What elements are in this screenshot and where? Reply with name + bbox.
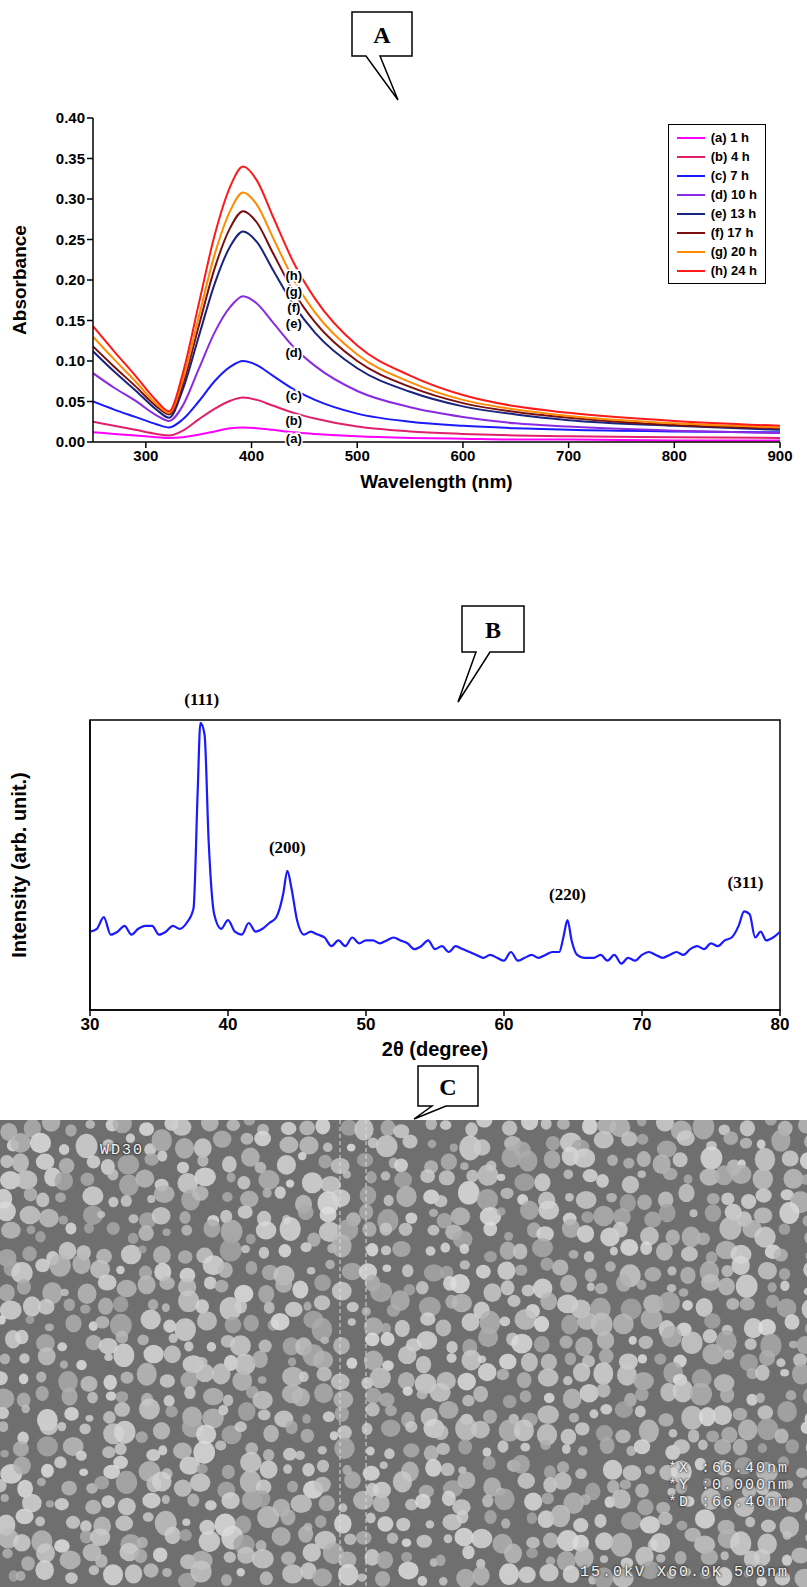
svg-text:30: 30 <box>81 1015 100 1034</box>
svg-text:Wavelength (nm): Wavelength (nm) <box>360 471 512 492</box>
svg-text:700: 700 <box>556 447 581 464</box>
svg-text:0.00: 0.00 <box>56 433 85 450</box>
svg-text:(e): (e) <box>286 316 302 331</box>
html-text:(b) 4 h: (b) 4 h <box>710 149 750 164</box>
svg-text:B: B <box>485 617 501 643</box>
svg-text:70: 70 <box>633 1015 652 1034</box>
svg-text:(d): (d) <box>286 345 303 360</box>
html-text:(c) 7 h: (c) 7 h <box>710 168 750 183</box>
svg-text:(b): (b) <box>286 413 303 428</box>
svg-text:60: 60 <box>495 1015 514 1034</box>
svg-text:80: 80 <box>771 1015 790 1034</box>
html-text:*Y :0.000nm: *Y :0.000nm <box>668 1477 789 1494</box>
svg-text:0.30: 0.30 <box>56 190 85 207</box>
svg-text:A: A <box>373 22 391 48</box>
svg-text:50: 50 <box>357 1015 376 1034</box>
html-text:(h) 24 h: (h) 24 h <box>710 263 757 278</box>
svg-text:0.10: 0.10 <box>56 352 85 369</box>
html-text:(d) 10 h: (d) 10 h <box>710 187 757 202</box>
svg-text:900: 900 <box>767 447 792 464</box>
svg-text:0.20: 0.20 <box>56 271 85 288</box>
svg-text:(f): (f) <box>287 300 300 315</box>
svg-text:2θ (degree): 2θ (degree) <box>382 1038 488 1060</box>
svg-text:Absorbance: Absorbance <box>9 225 30 335</box>
svg-text:40: 40 <box>219 1015 238 1034</box>
html-text:(f) 17 h: (f) 17 h <box>710 225 754 240</box>
html-text:(g) 20 h: (g) 20 h <box>710 244 757 259</box>
svg-text:400: 400 <box>239 447 264 464</box>
svg-text:(311): (311) <box>728 873 764 892</box>
svg-text:(220): (220) <box>549 885 586 904</box>
svg-text:(111): (111) <box>184 690 219 709</box>
html-text:*X :66.40nm: *X :66.40nm <box>668 1460 789 1477</box>
svg-text:800: 800 <box>662 447 687 464</box>
svg-text:0.35: 0.35 <box>56 150 85 167</box>
svg-text:(c): (c) <box>286 388 302 403</box>
svg-text:0.40: 0.40 <box>56 109 85 126</box>
svg-text:500: 500 <box>345 447 370 464</box>
svg-text:0.05: 0.05 <box>56 393 85 410</box>
svg-text:(a): (a) <box>286 431 302 446</box>
svg-text:0.25: 0.25 <box>56 231 85 248</box>
svg-text:300: 300 <box>133 447 158 464</box>
svg-text:C: C <box>439 1074 456 1100</box>
svg-text:(h): (h) <box>286 268 303 283</box>
svg-text:Intensity (arb. unit.): Intensity (arb. unit.) <box>8 772 30 958</box>
svg-text:600: 600 <box>450 447 475 464</box>
html-text:15.0kV X60.0K 500nm: 15.0kV X60.0K 500nm <box>580 1564 789 1581</box>
svg-text:0.15: 0.15 <box>56 312 85 329</box>
html-text:*D :66.40nm: *D :66.40nm <box>668 1494 789 1511</box>
svg-text:(g): (g) <box>286 284 303 299</box>
html-text:(a) 1 h: (a) 1 h <box>710 130 750 145</box>
svg-text:(200): (200) <box>269 838 306 857</box>
html-text:WD30: WD30 <box>100 1142 144 1159</box>
html-text:(e) 13 h: (e) 13 h <box>710 206 757 221</box>
